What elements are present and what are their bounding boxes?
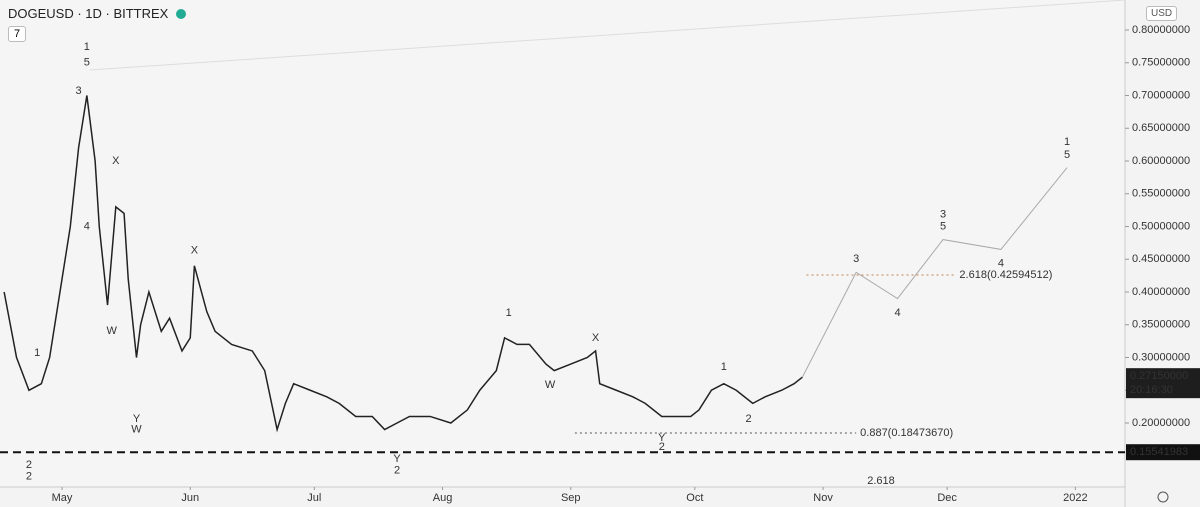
y-tick-label: 0.20000000: [1132, 417, 1190, 429]
last-price-badge: [1126, 368, 1200, 399]
x-tick-label: Sep: [561, 492, 581, 504]
wave-label: Y: [658, 432, 666, 444]
wave-label: 1: [1064, 136, 1070, 148]
currency-button[interactable]: USD: [1146, 6, 1178, 21]
countdown: 20:16:30: [1130, 384, 1173, 396]
wave-label: 5: [1064, 149, 1070, 161]
level-badge: [1126, 444, 1200, 461]
y-tick-label: 0.80000000: [1132, 24, 1190, 36]
wave-label: W: [545, 379, 556, 391]
wave-label: 2.618: [867, 475, 895, 487]
wave-label: 2: [659, 441, 665, 453]
wave-label: X: [112, 155, 120, 167]
wave-label: Y: [393, 453, 401, 465]
wave-label: 4: [894, 307, 900, 319]
price-line: [3, 95, 803, 433]
wave-label: 1: [84, 41, 90, 53]
wave-label: 2: [26, 459, 32, 471]
y-tick-label: 0.55000000: [1132, 188, 1190, 200]
level-label: 2.618(0.42594512): [959, 269, 1052, 281]
settings-icon[interactable]: [1157, 491, 1169, 503]
level-label: 0.887(0.18473670): [860, 427, 953, 439]
symbol-header[interactable]: DOGEUSD · 1D · BITTREX: [8, 6, 187, 21]
x-tick-label: Oct: [686, 492, 703, 504]
x-tick-label: Jun: [181, 492, 199, 504]
wave-label: 3: [76, 85, 82, 97]
status-dot: [176, 8, 187, 19]
wave-label: 2: [26, 471, 32, 483]
wave-label: 4: [998, 258, 1004, 270]
wave-label: W: [106, 325, 117, 337]
wave-label: W: [131, 423, 142, 435]
indicator-badge[interactable]: 7: [8, 26, 27, 42]
price-line: [801, 167, 1068, 378]
y-tick-label: 0.75000000: [1132, 57, 1190, 69]
wave-label: 5: [940, 220, 946, 232]
wave-label: X: [191, 245, 199, 257]
x-tick-label: Jul: [307, 492, 321, 504]
wave-label: 5: [84, 57, 90, 69]
x-tick-label: Aug: [433, 492, 453, 504]
y-tick-label: 0.30000000: [1132, 351, 1190, 363]
plot-area: [0, 0, 1125, 487]
wave-label: Y: [133, 413, 141, 425]
symbol-title: DOGEUSD · 1D · BITTREX: [8, 6, 169, 21]
trend-line: [89, 0, 1126, 71]
y-tick-label: 0.50000000: [1132, 220, 1190, 232]
wave-label: 1: [506, 307, 512, 319]
x-tick-label: May: [52, 492, 73, 504]
wave-label: 4: [84, 220, 90, 232]
y-tick-label: 0.35000000: [1132, 319, 1190, 331]
wave-label: 1: [34, 347, 40, 359]
wave-label: 1: [721, 361, 727, 373]
y-tick-label: 0.65000000: [1132, 122, 1190, 134]
wave-label: X: [592, 332, 600, 344]
x-tick-label: Nov: [813, 492, 833, 504]
y-tick-label: 0.70000000: [1132, 89, 1190, 101]
x-tick-label: 2022: [1063, 492, 1087, 504]
y-tick-label: 0.45000000: [1132, 253, 1190, 265]
wave-label: 2: [746, 413, 752, 425]
y-tick-label: 0.60000000: [1132, 155, 1190, 167]
x-tick-label: Dec: [937, 492, 957, 504]
y-tick-label: 0.40000000: [1132, 286, 1190, 298]
wave-label: 2: [394, 465, 400, 477]
level-badge-label: 0.15541983: [1130, 446, 1188, 458]
wave-label: 3: [940, 209, 946, 221]
last-price-label: 0.27150000: [1130, 370, 1188, 382]
wave-label: 3: [853, 253, 859, 265]
